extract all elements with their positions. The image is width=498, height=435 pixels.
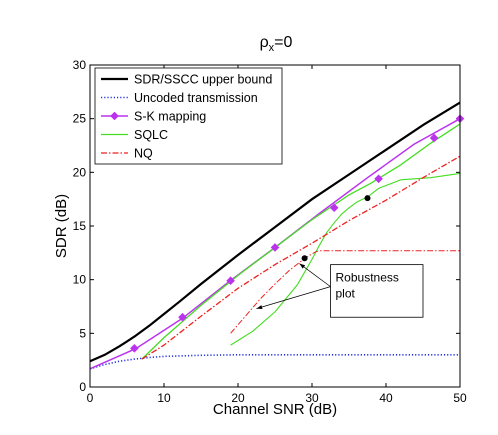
robustness-curves <box>230 172 461 346</box>
legend-label: S-K mapping <box>134 110 206 124</box>
sk-marker <box>374 174 383 184</box>
operating-point <box>364 195 371 202</box>
legend: SDR/SSCC upper bound Uncoded transmission… <box>94 67 283 165</box>
legend-label: SQLC <box>134 128 168 142</box>
y-tick-label: 5 <box>79 326 86 340</box>
title-base: ρ <box>260 34 269 51</box>
y-tick-label: 20 <box>73 165 87 179</box>
sk-marker <box>329 203 339 213</box>
y-tick-label: 25 <box>73 112 87 126</box>
x-tick-label: 0 <box>87 391 94 405</box>
plot-frame <box>89 64 461 388</box>
arrow-head <box>256 305 263 310</box>
series-markers <box>130 114 465 353</box>
arrow-head <box>299 263 306 269</box>
nq-robustness-curve <box>230 250 460 334</box>
sk-marker <box>130 344 139 353</box>
x-tick-label: 30 <box>305 391 319 405</box>
sk-marker <box>226 276 235 286</box>
operating-point <box>301 255 308 262</box>
robustness-annotation: Robustness plot <box>256 263 424 318</box>
sqlc-robustness-curve <box>230 172 461 346</box>
annotation-box <box>330 264 424 318</box>
y-tick-label: 0 <box>79 380 86 394</box>
sk-marker <box>178 312 187 322</box>
chart-title: ρx=0 <box>260 34 293 54</box>
x-tick-label: 10 <box>157 391 171 405</box>
series-line-0 <box>89 101 461 363</box>
title-subscript: x <box>269 42 275 54</box>
legend-marker <box>110 111 119 121</box>
highlight-points <box>301 195 371 262</box>
legend-label: Uncoded transmission <box>134 91 258 105</box>
y-tick-label: 15 <box>73 219 87 233</box>
sk-marker <box>429 133 439 143</box>
x-tick-label: 20 <box>231 391 245 405</box>
series-lines <box>89 101 461 370</box>
series-line-3 <box>141 123 461 360</box>
x-tick-label: 40 <box>379 391 393 405</box>
annotation-arrow <box>299 263 331 287</box>
axis-ticks: 0 10 20 30 40 50 0 5 10 15 20 25 30 <box>73 58 467 405</box>
x-axis-label: Channel SNR (dB) <box>213 401 337 418</box>
series-line-4 <box>141 155 461 360</box>
title-rest: =0 <box>274 34 292 51</box>
legend-label: NQ <box>134 147 153 161</box>
y-axis-label: SDR (dB) <box>53 194 70 258</box>
sk-marker <box>270 243 280 252</box>
x-tick-label: 50 <box>453 391 467 405</box>
y-tick-label: 10 <box>73 273 87 287</box>
legend-label: SDR/SSCC upper bound <box>134 73 272 87</box>
y-tick-label: 30 <box>73 58 87 72</box>
annotation-arrow <box>256 286 331 309</box>
annotation-text: Robustness <box>336 271 399 285</box>
annotation-text: plot <box>336 287 356 301</box>
